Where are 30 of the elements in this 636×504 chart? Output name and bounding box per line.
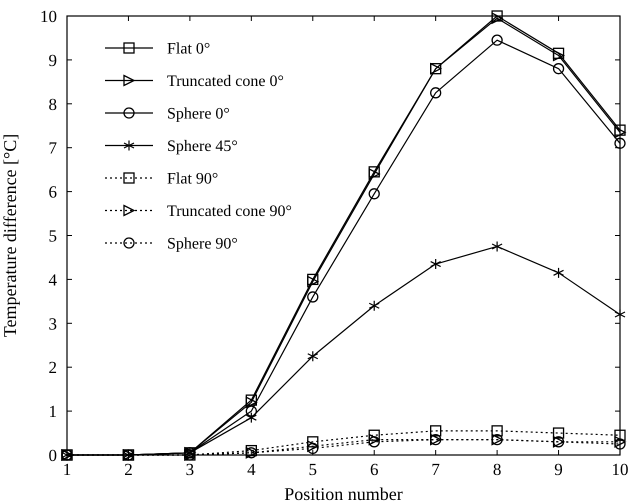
y-tick-label: 8 bbox=[48, 94, 57, 114]
x-tick-label: 8 bbox=[492, 460, 502, 479]
x-tick-label: 3 bbox=[186, 460, 194, 479]
y-tick-label: 5 bbox=[48, 226, 57, 246]
y-tick-label: 2 bbox=[48, 358, 57, 378]
legend-label: Sphere 90° bbox=[167, 236, 238, 253]
y-tick-label: 9 bbox=[48, 50, 57, 70]
y-tick-label: 10 bbox=[40, 6, 57, 26]
legend-label: Flat 0° bbox=[167, 40, 210, 58]
legend-label: Truncated cone 90° bbox=[167, 203, 292, 220]
x-tick-label: 1 bbox=[62, 460, 72, 479]
legend-label: Flat 90° bbox=[167, 170, 218, 188]
x-tick-label: 7 bbox=[431, 460, 440, 479]
x-axis-title: Position number bbox=[284, 484, 403, 504]
legend-label: Truncated cone 0° bbox=[167, 73, 284, 90]
y-tick-label: 6 bbox=[48, 182, 57, 202]
x-tick-label: 2 bbox=[124, 460, 133, 479]
y-axis-title: Temperature difference [°C] bbox=[0, 134, 20, 338]
y-tick-label: 1 bbox=[48, 402, 57, 422]
y-tick-label: 7 bbox=[48, 138, 58, 158]
y-tick-label: 4 bbox=[48, 270, 58, 290]
y-tick-label: 3 bbox=[48, 314, 57, 334]
x-tick-label: 4 bbox=[247, 460, 256, 479]
legend-label: Sphere 45° bbox=[167, 138, 238, 156]
y-tick-label: 0 bbox=[48, 446, 57, 465]
x-tick-label: 5 bbox=[308, 460, 318, 479]
legend-label: Sphere 0° bbox=[167, 106, 230, 123]
x-tick-label: 9 bbox=[554, 460, 563, 479]
x-tick-label: 10 bbox=[612, 460, 628, 479]
x-tick-label: 6 bbox=[370, 460, 378, 479]
